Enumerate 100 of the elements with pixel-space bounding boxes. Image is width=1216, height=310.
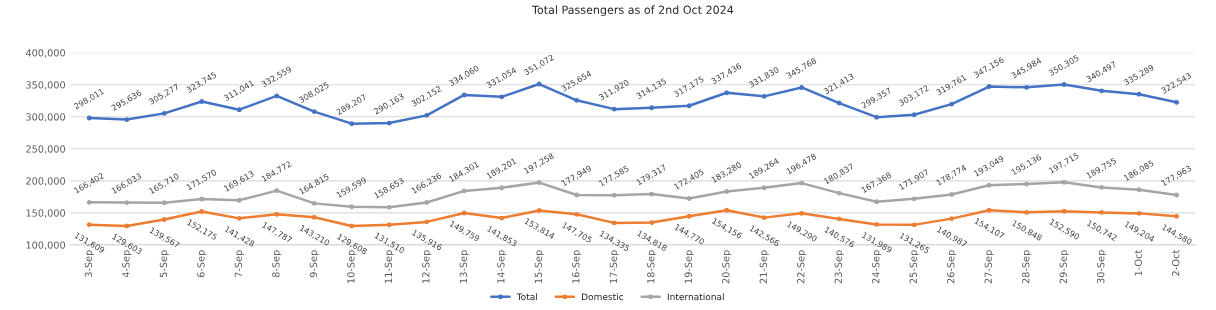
point xyxy=(949,216,955,222)
point xyxy=(1099,88,1105,94)
point xyxy=(986,207,992,213)
point xyxy=(761,185,767,191)
x-tick-label: 15-Sep xyxy=(534,250,544,283)
x-tick-label: 5-Sep xyxy=(159,250,169,278)
point xyxy=(274,211,280,217)
legend-label: Domestic xyxy=(581,293,624,301)
point xyxy=(761,215,767,221)
legend-label: Total xyxy=(516,293,537,301)
x-tick-label: 8-Sep xyxy=(272,250,282,278)
point xyxy=(499,94,505,100)
point xyxy=(461,92,467,98)
y-tick-label: 300,000 xyxy=(26,113,66,122)
x-tick-label: 18-Sep xyxy=(647,250,657,283)
point xyxy=(799,210,805,216)
point xyxy=(199,99,205,104)
chart-title: Total Passengers as of 2nd Oct 2024 xyxy=(531,5,734,17)
point xyxy=(274,93,280,99)
point xyxy=(686,103,692,109)
point xyxy=(724,207,730,213)
point xyxy=(236,107,242,113)
y-tick-label: 200,000 xyxy=(26,177,66,186)
point xyxy=(424,219,430,225)
x-tick-label: 29-Sep xyxy=(1059,250,1069,284)
x-tick-label: 19-Sep xyxy=(684,250,694,283)
point xyxy=(874,221,880,227)
point xyxy=(649,220,655,226)
point xyxy=(386,120,392,126)
point xyxy=(424,200,430,205)
point xyxy=(724,189,730,194)
point xyxy=(236,215,242,221)
point xyxy=(574,192,580,198)
x-tick-label: 16-Sep xyxy=(572,250,582,283)
point xyxy=(986,182,992,188)
point xyxy=(311,200,317,206)
point xyxy=(1099,184,1105,190)
point xyxy=(236,197,242,203)
point xyxy=(911,112,917,118)
point xyxy=(349,223,355,229)
x-tick-label: 14-Sep xyxy=(497,250,507,283)
x-tick-label: 1-Oct xyxy=(1134,249,1142,276)
point xyxy=(161,110,167,116)
point xyxy=(1061,179,1067,185)
point xyxy=(124,117,130,122)
point xyxy=(536,81,542,87)
x-tick-label: 21-Sep xyxy=(759,250,769,284)
point xyxy=(536,180,542,186)
point xyxy=(1061,208,1067,214)
x-tick-label: 7-Sep xyxy=(234,250,244,277)
x-tick-label: 12-Sep xyxy=(422,250,432,283)
point xyxy=(649,105,655,111)
point xyxy=(199,196,205,202)
point xyxy=(799,85,805,90)
point xyxy=(1024,84,1030,90)
point xyxy=(874,114,880,120)
point xyxy=(349,121,355,127)
point xyxy=(461,210,467,216)
point xyxy=(499,215,505,221)
x-tick-label: 20-Sep xyxy=(722,250,732,284)
point xyxy=(686,213,692,219)
point xyxy=(1024,209,1030,215)
point xyxy=(724,90,730,96)
x-tick-label: 26-Sep xyxy=(947,250,957,284)
point xyxy=(124,223,130,229)
point xyxy=(274,188,280,194)
point xyxy=(949,101,955,107)
point xyxy=(349,204,355,210)
x-tick-label: 22-Sep xyxy=(797,250,807,284)
point xyxy=(499,185,505,191)
point xyxy=(199,209,205,214)
point xyxy=(574,211,580,217)
point xyxy=(161,217,167,222)
y-tick-label: 150,000 xyxy=(26,209,66,218)
point xyxy=(311,214,317,220)
x-tick-label: 9-Sep xyxy=(309,250,319,278)
point xyxy=(536,207,542,213)
point xyxy=(461,188,467,194)
x-tick-label: 2-Oct xyxy=(1172,249,1180,276)
point xyxy=(86,199,92,205)
point xyxy=(161,200,167,206)
point xyxy=(611,192,617,198)
point xyxy=(1136,187,1142,193)
point xyxy=(574,97,580,103)
point xyxy=(86,115,92,121)
y-tick-label: 250,000 xyxy=(26,145,66,154)
point xyxy=(311,109,317,115)
y-tick-label: 400,000 xyxy=(25,49,66,58)
point xyxy=(1174,99,1180,105)
x-tick-label: 17-Sep xyxy=(609,250,619,283)
y-tick-label: 100,000 xyxy=(26,241,66,250)
legend-label: International xyxy=(667,293,724,301)
point xyxy=(424,112,430,118)
point xyxy=(949,192,955,197)
point xyxy=(874,199,880,205)
point xyxy=(124,200,130,206)
x-tick-label: 13-Sep xyxy=(459,250,469,283)
point xyxy=(1174,213,1180,219)
x-tick-label: 28-Sep xyxy=(1022,250,1032,284)
point xyxy=(86,222,92,228)
